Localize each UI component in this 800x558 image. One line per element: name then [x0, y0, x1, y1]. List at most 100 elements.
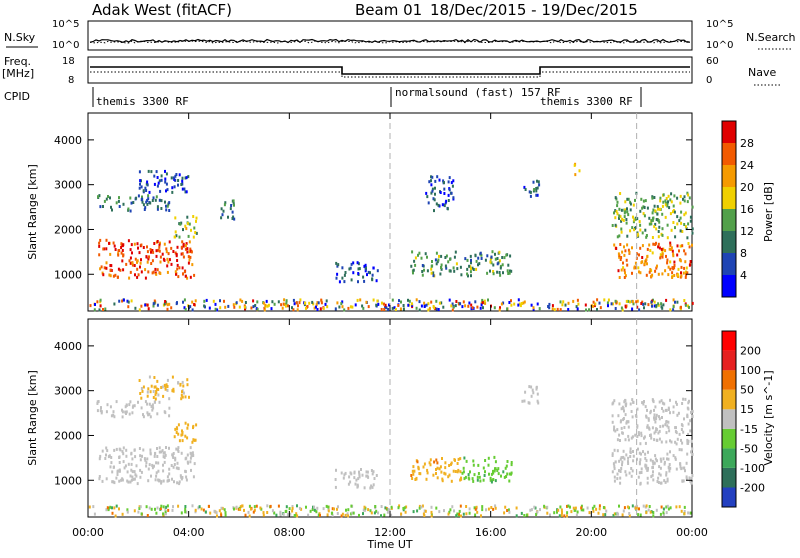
heat-cell: [415, 477, 418, 481]
heat-cell: [619, 439, 621, 442]
heat-cell: [343, 308, 346, 312]
heat-cell: [322, 306, 325, 310]
heat-cell: [336, 507, 338, 511]
heat-cell: [648, 270, 651, 274]
heat-cell: [192, 438, 195, 442]
heat-cell: [645, 504, 648, 508]
heat-cell: [343, 273, 346, 277]
heat-cell: [154, 393, 157, 397]
heat-cell: [134, 455, 137, 459]
heat-cell: [691, 301, 694, 305]
heat-cell: [285, 299, 288, 303]
heat-cell: [626, 210, 629, 214]
heat-cell: [161, 385, 164, 389]
heat-cell: [305, 306, 307, 310]
heat-cell: [175, 447, 178, 451]
station-title: Adak West (fitACF): [92, 1, 232, 19]
heat-cell: [376, 269, 379, 273]
heat-cell: [156, 176, 159, 179]
heat-cell: [172, 176, 175, 180]
heat-cell: [150, 474, 152, 478]
heat-cell: [411, 250, 414, 254]
heat-cell: [687, 401, 690, 405]
heat-cell: [464, 304, 467, 308]
heat-cell: [610, 302, 613, 306]
heat-cell: [560, 513, 563, 517]
heat-cell: [624, 438, 627, 442]
heat-cell: [429, 458, 432, 462]
velocity-frame: [87, 318, 693, 518]
heat-cell: [121, 259, 124, 263]
heat-cell: [675, 442, 678, 446]
heat-cell: [643, 214, 646, 218]
heat-cell: [160, 504, 163, 508]
heat-cell: [184, 457, 187, 461]
heat-cell: [612, 514, 615, 517]
heat-cell: [513, 302, 516, 306]
heat-cell: [662, 247, 665, 251]
heat-cell: [654, 454, 657, 458]
heat-cell: [128, 276, 131, 280]
heat-cell: [662, 193, 665, 197]
heat-cell: [688, 476, 691, 480]
heat-cell: [187, 222, 189, 226]
heat-cell: [164, 386, 167, 389]
heat-cell: [682, 430, 685, 434]
heat-cell: [460, 476, 462, 480]
heat-cell: [418, 504, 421, 508]
heat-cell: [655, 508, 658, 512]
heat-cell: [427, 308, 430, 312]
heat-cell: [462, 470, 465, 474]
heat-cell: [492, 478, 495, 481]
heat-cell: [402, 307, 405, 311]
heat-cell: [676, 413, 679, 417]
heat-cell: [468, 264, 471, 268]
heat-cell: [670, 192, 673, 196]
heat-cell: [180, 245, 183, 249]
heat-cell: [370, 511, 373, 515]
heat-cell: [156, 379, 159, 383]
heat-cell: [636, 435, 639, 438]
heat-cell: [184, 274, 187, 278]
heat-cell: [618, 214, 621, 218]
heat-cell: [181, 266, 184, 270]
heat-cell: [688, 263, 691, 267]
heat-cell: [187, 255, 190, 259]
heat-cell: [459, 470, 462, 474]
velocity-bar-swatch: [722, 370, 736, 390]
heat-cell: [638, 462, 641, 466]
heat-cell: [637, 447, 639, 451]
heat-cell: [678, 448, 681, 452]
velocity-bar-tick-label: 200: [740, 345, 761, 358]
heat-cell: [674, 226, 676, 230]
velocity-bar-frame: [721, 330, 737, 508]
heat-cell: [265, 299, 268, 303]
heat-cell: [507, 263, 510, 267]
heat-cell: [427, 302, 430, 306]
heat-cell: [647, 508, 650, 512]
heat-cell: [183, 187, 186, 191]
heat-cell: [410, 264, 413, 268]
heat-cell: [684, 397, 687, 401]
heat-cell: [418, 472, 421, 475]
heat-cell: [666, 261, 669, 265]
heat-cell: [665, 431, 668, 435]
heat-cell: [364, 263, 367, 267]
heat-cell: [232, 215, 235, 219]
heat-cell: [372, 470, 375, 474]
heat-cell: [99, 304, 102, 308]
heat-cell: [156, 268, 159, 272]
heat-cell: [682, 479, 685, 483]
heat-cell: [450, 181, 453, 185]
nsearch-line: [89, 40, 691, 44]
heat-cell: [122, 253, 125, 257]
heat-cell: [194, 299, 197, 303]
heat-cell: [185, 478, 188, 482]
heat-cell: [285, 505, 288, 509]
heat-cell: [616, 428, 619, 432]
heat-cell: [402, 507, 405, 510]
heat-cell: [110, 456, 113, 459]
heat-cell: [112, 413, 115, 417]
heat-cell: [622, 218, 625, 222]
nsky-panel: N.Sky 10^5 10^0 N.Search 10^5 10^0: [4, 19, 796, 51]
